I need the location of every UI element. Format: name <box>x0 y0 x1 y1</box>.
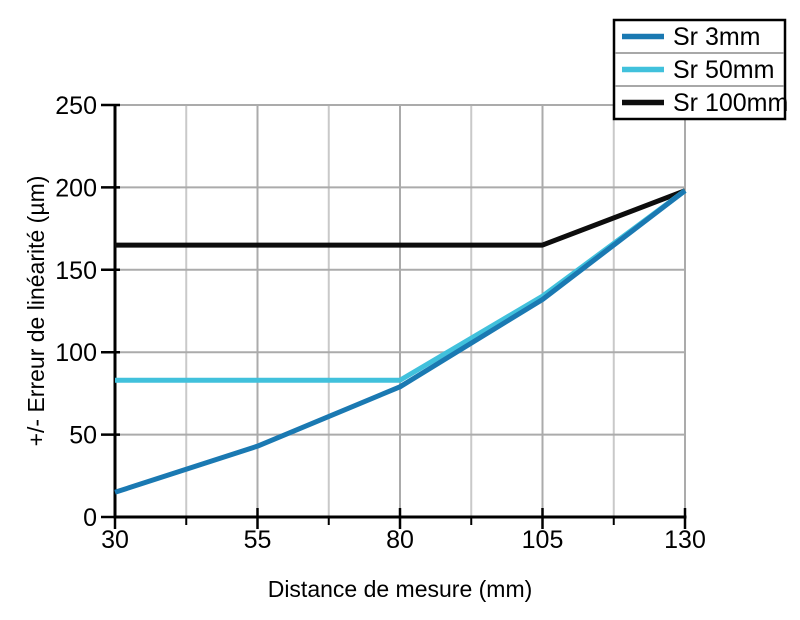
legend-label: Sr 50mm <box>673 56 774 84</box>
x-tick-label: 30 <box>101 526 129 554</box>
y-tick-label: 0 <box>83 504 97 532</box>
legend-label: Sr 100mm <box>673 89 788 117</box>
y-tick-label: 100 <box>55 339 97 367</box>
y-axis-title: +/- Erreur de linéarité (µm) <box>23 176 49 447</box>
x-tick-label: 105 <box>522 526 564 554</box>
x-axis-title: Distance de mesure (mm) <box>268 576 533 602</box>
y-tick-label: 50 <box>69 422 97 450</box>
y-tick-label: 250 <box>55 92 97 120</box>
x-tick-label: 55 <box>244 526 272 554</box>
plot-area: 30 55 80 105 130 0 50 100 150 200 250 Sr 3mm Sr 50mm… <box>55 18 788 554</box>
series-line-sr-100mm <box>115 188 686 248</box>
y-tick-label: 150 <box>55 257 97 285</box>
series-line-sr-3mm <box>114 188 687 495</box>
x-tick-label: 130 <box>664 526 706 554</box>
x-tick-label: 80 <box>386 526 414 554</box>
y-tick-label: 200 <box>55 174 97 202</box>
legend-label: Sr 3mm <box>673 23 761 51</box>
